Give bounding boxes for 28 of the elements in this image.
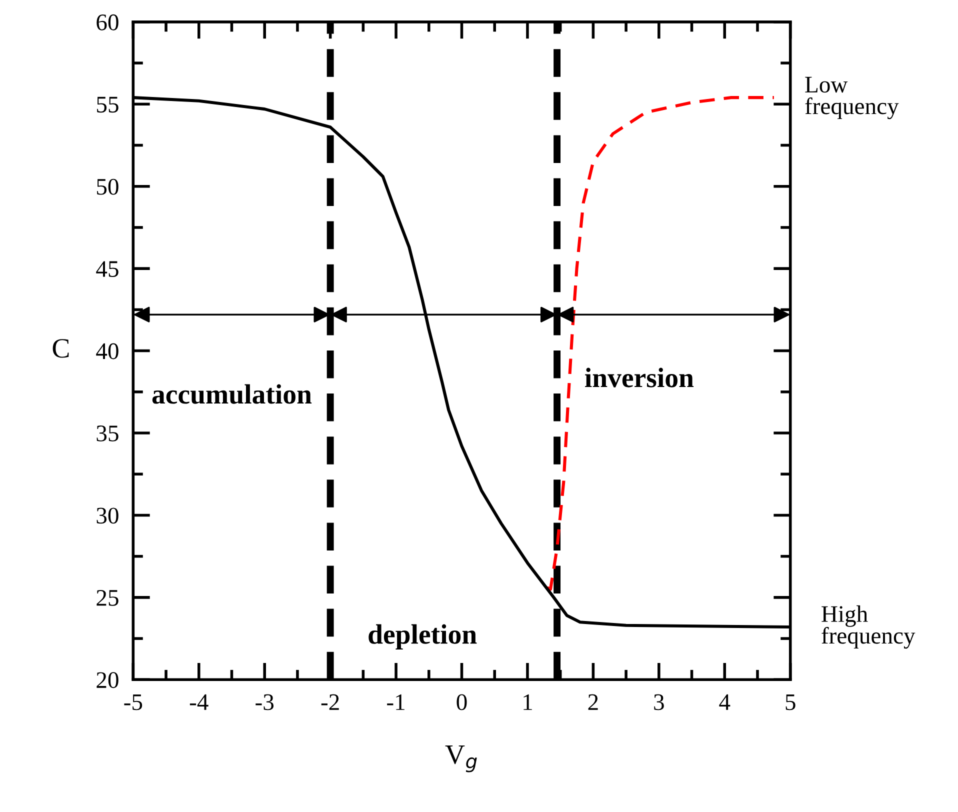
x-axis-title: V$_{g}$ (445, 746, 477, 772)
annotation: High frequency (822, 605, 916, 649)
x-tick-label: 5 (786, 694, 796, 710)
y-tick-label: 35 (96, 426, 118, 442)
x-tick-label: 2 (588, 694, 598, 710)
y-axis-title: C (52, 339, 69, 358)
annotation: depletion (368, 624, 477, 650)
x-tick-label: 3 (654, 694, 664, 710)
x-tick-label: -4 (190, 694, 208, 710)
x-tick-label: 1 (524, 694, 532, 710)
annotation: inversion (585, 368, 694, 388)
y-tick-label: 55 (97, 96, 118, 113)
y-tick-label: 50 (97, 178, 118, 195)
y-tick-label: 60 (96, 14, 118, 30)
annotation: accumulation (152, 384, 312, 404)
x-tick-label: 4 (719, 694, 730, 710)
y-tick-label: 40 (96, 343, 118, 360)
x-tick-label: -1 (387, 694, 404, 710)
x-tick-label: -2 (321, 694, 339, 710)
x-tick-label: 0 (456, 694, 467, 710)
y-tick-label: 25 (96, 590, 118, 606)
line-series (546, 96, 776, 591)
y-tick-label: 20 (96, 672, 118, 688)
y-tick-label: 30 (96, 508, 118, 524)
y-tick-label: 45 (96, 261, 118, 277)
x-tick-label: -3 (256, 694, 274, 710)
annotation: Low frequency (805, 76, 899, 120)
x-tick-label: -5 (124, 694, 142, 710)
